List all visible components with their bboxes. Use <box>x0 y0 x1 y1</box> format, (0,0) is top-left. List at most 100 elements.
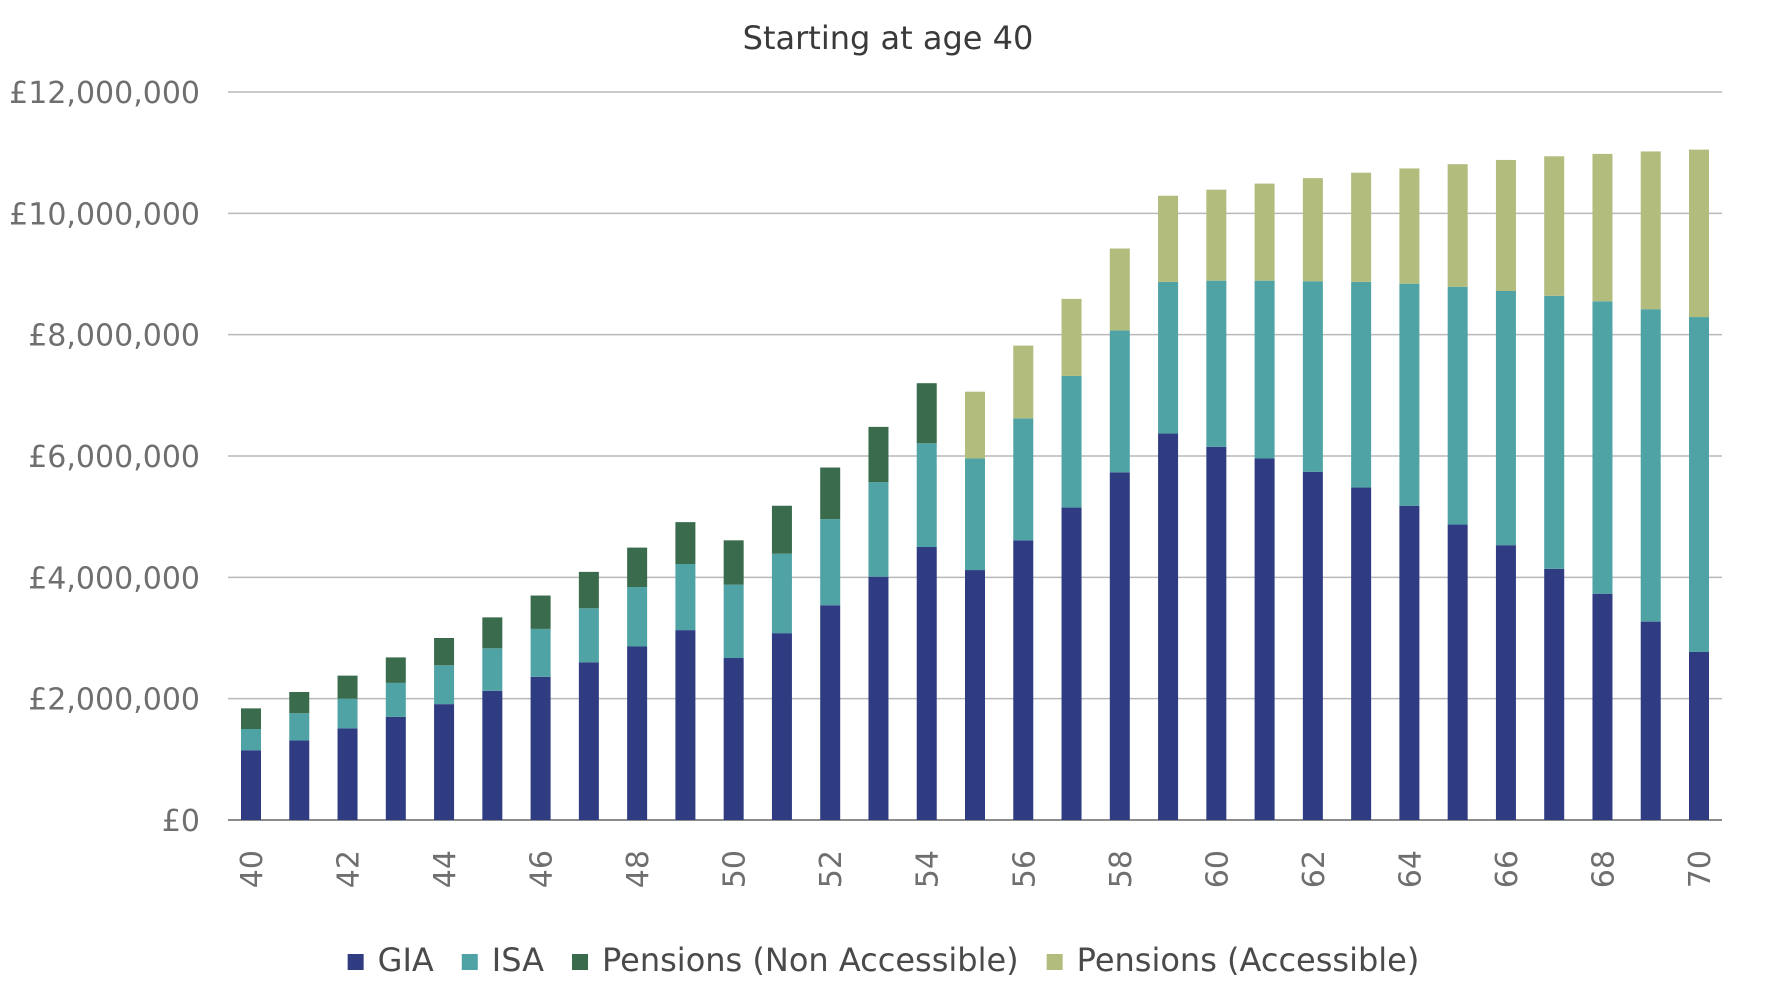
bar-segment-gia-51 <box>771 633 792 820</box>
bar-segment-isa-59 <box>1158 281 1179 434</box>
y-tick-label: £4,000,000 <box>28 561 200 596</box>
bar-segment-pensions-non-accessible-46 <box>530 595 551 629</box>
x-tick-label: 44 <box>428 850 463 888</box>
bar-segment-pensions-accessible-55 <box>965 391 985 459</box>
bar-segment-isa-48 <box>627 587 648 647</box>
bar-segment-pensions-non-accessible-41 <box>289 691 310 714</box>
bar-segment-gia-66 <box>1495 545 1516 820</box>
bar-segment-pensions-accessible-60 <box>1206 189 1227 281</box>
bar-segment-isa-64 <box>1399 283 1420 506</box>
legend-swatch <box>572 954 589 970</box>
bar-segment-isa-60 <box>1206 280 1227 447</box>
bar-segment-isa-57 <box>1061 375 1082 508</box>
y-tick-label: £10,000,000 <box>9 197 200 232</box>
chart-title: Starting at age 40 <box>743 19 1034 57</box>
bar-segment-isa-66 <box>1495 290 1516 546</box>
bar-segment-pensions-non-accessible-54 <box>916 383 937 444</box>
bar-segment-gia-67 <box>1544 568 1565 820</box>
legend-item-isa: ISA <box>461 941 544 979</box>
bar-segment-gia-53 <box>868 576 889 820</box>
bar-segment-pensions-non-accessible-47 <box>578 571 599 609</box>
x-tick-label: 56 <box>1007 850 1042 888</box>
bar-segment-pensions-non-accessible-42 <box>337 675 358 699</box>
bar-segment-gia-50 <box>723 658 744 820</box>
bar-segment-pensions-accessible-67 <box>1544 156 1565 296</box>
legend-label: Pensions (Non Accessible) <box>602 941 1019 979</box>
y-tick-label: £6,000,000 <box>28 440 200 475</box>
bar-segment-pensions-non-accessible-52 <box>820 467 841 520</box>
bar-segment-isa-68 <box>1592 301 1613 594</box>
bar-segment-isa-54 <box>916 443 937 547</box>
bar-segment-gia-42 <box>337 728 358 820</box>
bar-segment-gia-44 <box>434 704 455 820</box>
bars-layer <box>241 149 1709 820</box>
bar-segment-isa-41 <box>289 713 310 741</box>
x-tick-label: 64 <box>1393 850 1428 888</box>
x-tick-label: 46 <box>525 850 560 888</box>
bar-segment-pensions-non-accessible-49 <box>675 522 696 564</box>
bar-segment-pensions-accessible-63 <box>1351 172 1372 282</box>
bar-segment-isa-42 <box>337 698 358 729</box>
y-tick-label: £12,000,000 <box>9 76 200 111</box>
bar-segment-gia-40 <box>241 750 261 820</box>
bar-segment-isa-67 <box>1544 295 1565 569</box>
x-tick-label: 42 <box>332 850 367 888</box>
bar-segment-gia-55 <box>965 570 985 820</box>
bar-segment-isa-49 <box>675 563 696 631</box>
bar-segment-gia-59 <box>1158 433 1179 820</box>
bar-segment-gia-63 <box>1351 487 1372 820</box>
x-tick-label: 66 <box>1490 850 1525 888</box>
y-tick-label: £0 <box>162 804 200 839</box>
bar-segment-gia-43 <box>385 716 406 820</box>
bar-segment-isa-56 <box>1013 418 1034 541</box>
y-axis: £0 £2,000,000 £4,000,000 £6,000,000 £8,000,0… <box>9 76 200 839</box>
bar-segment-pensions-non-accessible-45 <box>482 617 503 649</box>
bar-segment-gia-47 <box>578 662 599 820</box>
bar-segment-gia-56 <box>1013 540 1034 820</box>
bar-segment-gia-52 <box>820 605 841 820</box>
bar-segment-gia-49 <box>675 630 696 820</box>
bar-segment-pensions-accessible-70 <box>1689 149 1709 318</box>
bar-segment-gia-46 <box>530 676 551 820</box>
bar-segment-pensions-non-accessible-43 <box>385 657 406 683</box>
x-tick-label: 40 <box>235 850 270 888</box>
bar-segment-pensions-non-accessible-40 <box>241 708 261 729</box>
grid-layer <box>228 91 1722 821</box>
bar-segment-pensions-accessible-57 <box>1061 298 1082 376</box>
bar-segment-pensions-accessible-59 <box>1158 195 1179 282</box>
bar-segment-isa-58 <box>1109 330 1130 473</box>
bar-segment-isa-46 <box>530 628 551 677</box>
bar-segment-gia-70 <box>1689 651 1709 820</box>
bar-segment-gia-58 <box>1109 472 1130 820</box>
bar-segment-pensions-accessible-66 <box>1495 159 1516 291</box>
bar-segment-isa-53 <box>868 482 889 577</box>
x-tick-label: 70 <box>1683 850 1718 888</box>
bar-segment-gia-57 <box>1061 507 1082 820</box>
bar-segment-isa-51 <box>771 553 792 634</box>
bar-segment-gia-62 <box>1302 471 1323 820</box>
bar-segment-pensions-non-accessible-51 <box>771 505 792 554</box>
bar-segment-isa-70 <box>1689 317 1709 652</box>
bar-segment-pensions-accessible-69 <box>1640 151 1661 310</box>
bar-segment-pensions-non-accessible-50 <box>723 540 744 585</box>
x-tick-label: 48 <box>621 850 656 888</box>
x-tick-label: 50 <box>718 850 753 888</box>
bar-segment-gia-60 <box>1206 446 1227 820</box>
bar-segment-pensions-accessible-62 <box>1302 178 1323 282</box>
bar-segment-isa-52 <box>820 519 841 606</box>
bar-segment-isa-43 <box>385 682 406 717</box>
bar-segment-pensions-accessible-68 <box>1592 153 1613 302</box>
bar-segment-pensions-accessible-65 <box>1447 164 1468 287</box>
bar-segment-pensions-accessible-61 <box>1254 183 1275 281</box>
x-tick-label: 68 <box>1586 850 1621 888</box>
bar-segment-pensions-accessible-56 <box>1013 345 1034 419</box>
legend-item-gia: GIA <box>347 941 434 979</box>
bar-segment-isa-47 <box>578 608 599 663</box>
bar-segment-isa-44 <box>434 665 455 705</box>
legend-swatch <box>347 954 364 970</box>
bar-segment-pensions-non-accessible-48 <box>627 547 648 588</box>
y-tick-label: £2,000,000 <box>28 683 200 718</box>
x-axis: 40 42 44 46 48 50 52 54 56 58 60 62 64 66 68 70 <box>235 850 1718 888</box>
bar-segment-isa-40 <box>241 729 261 751</box>
